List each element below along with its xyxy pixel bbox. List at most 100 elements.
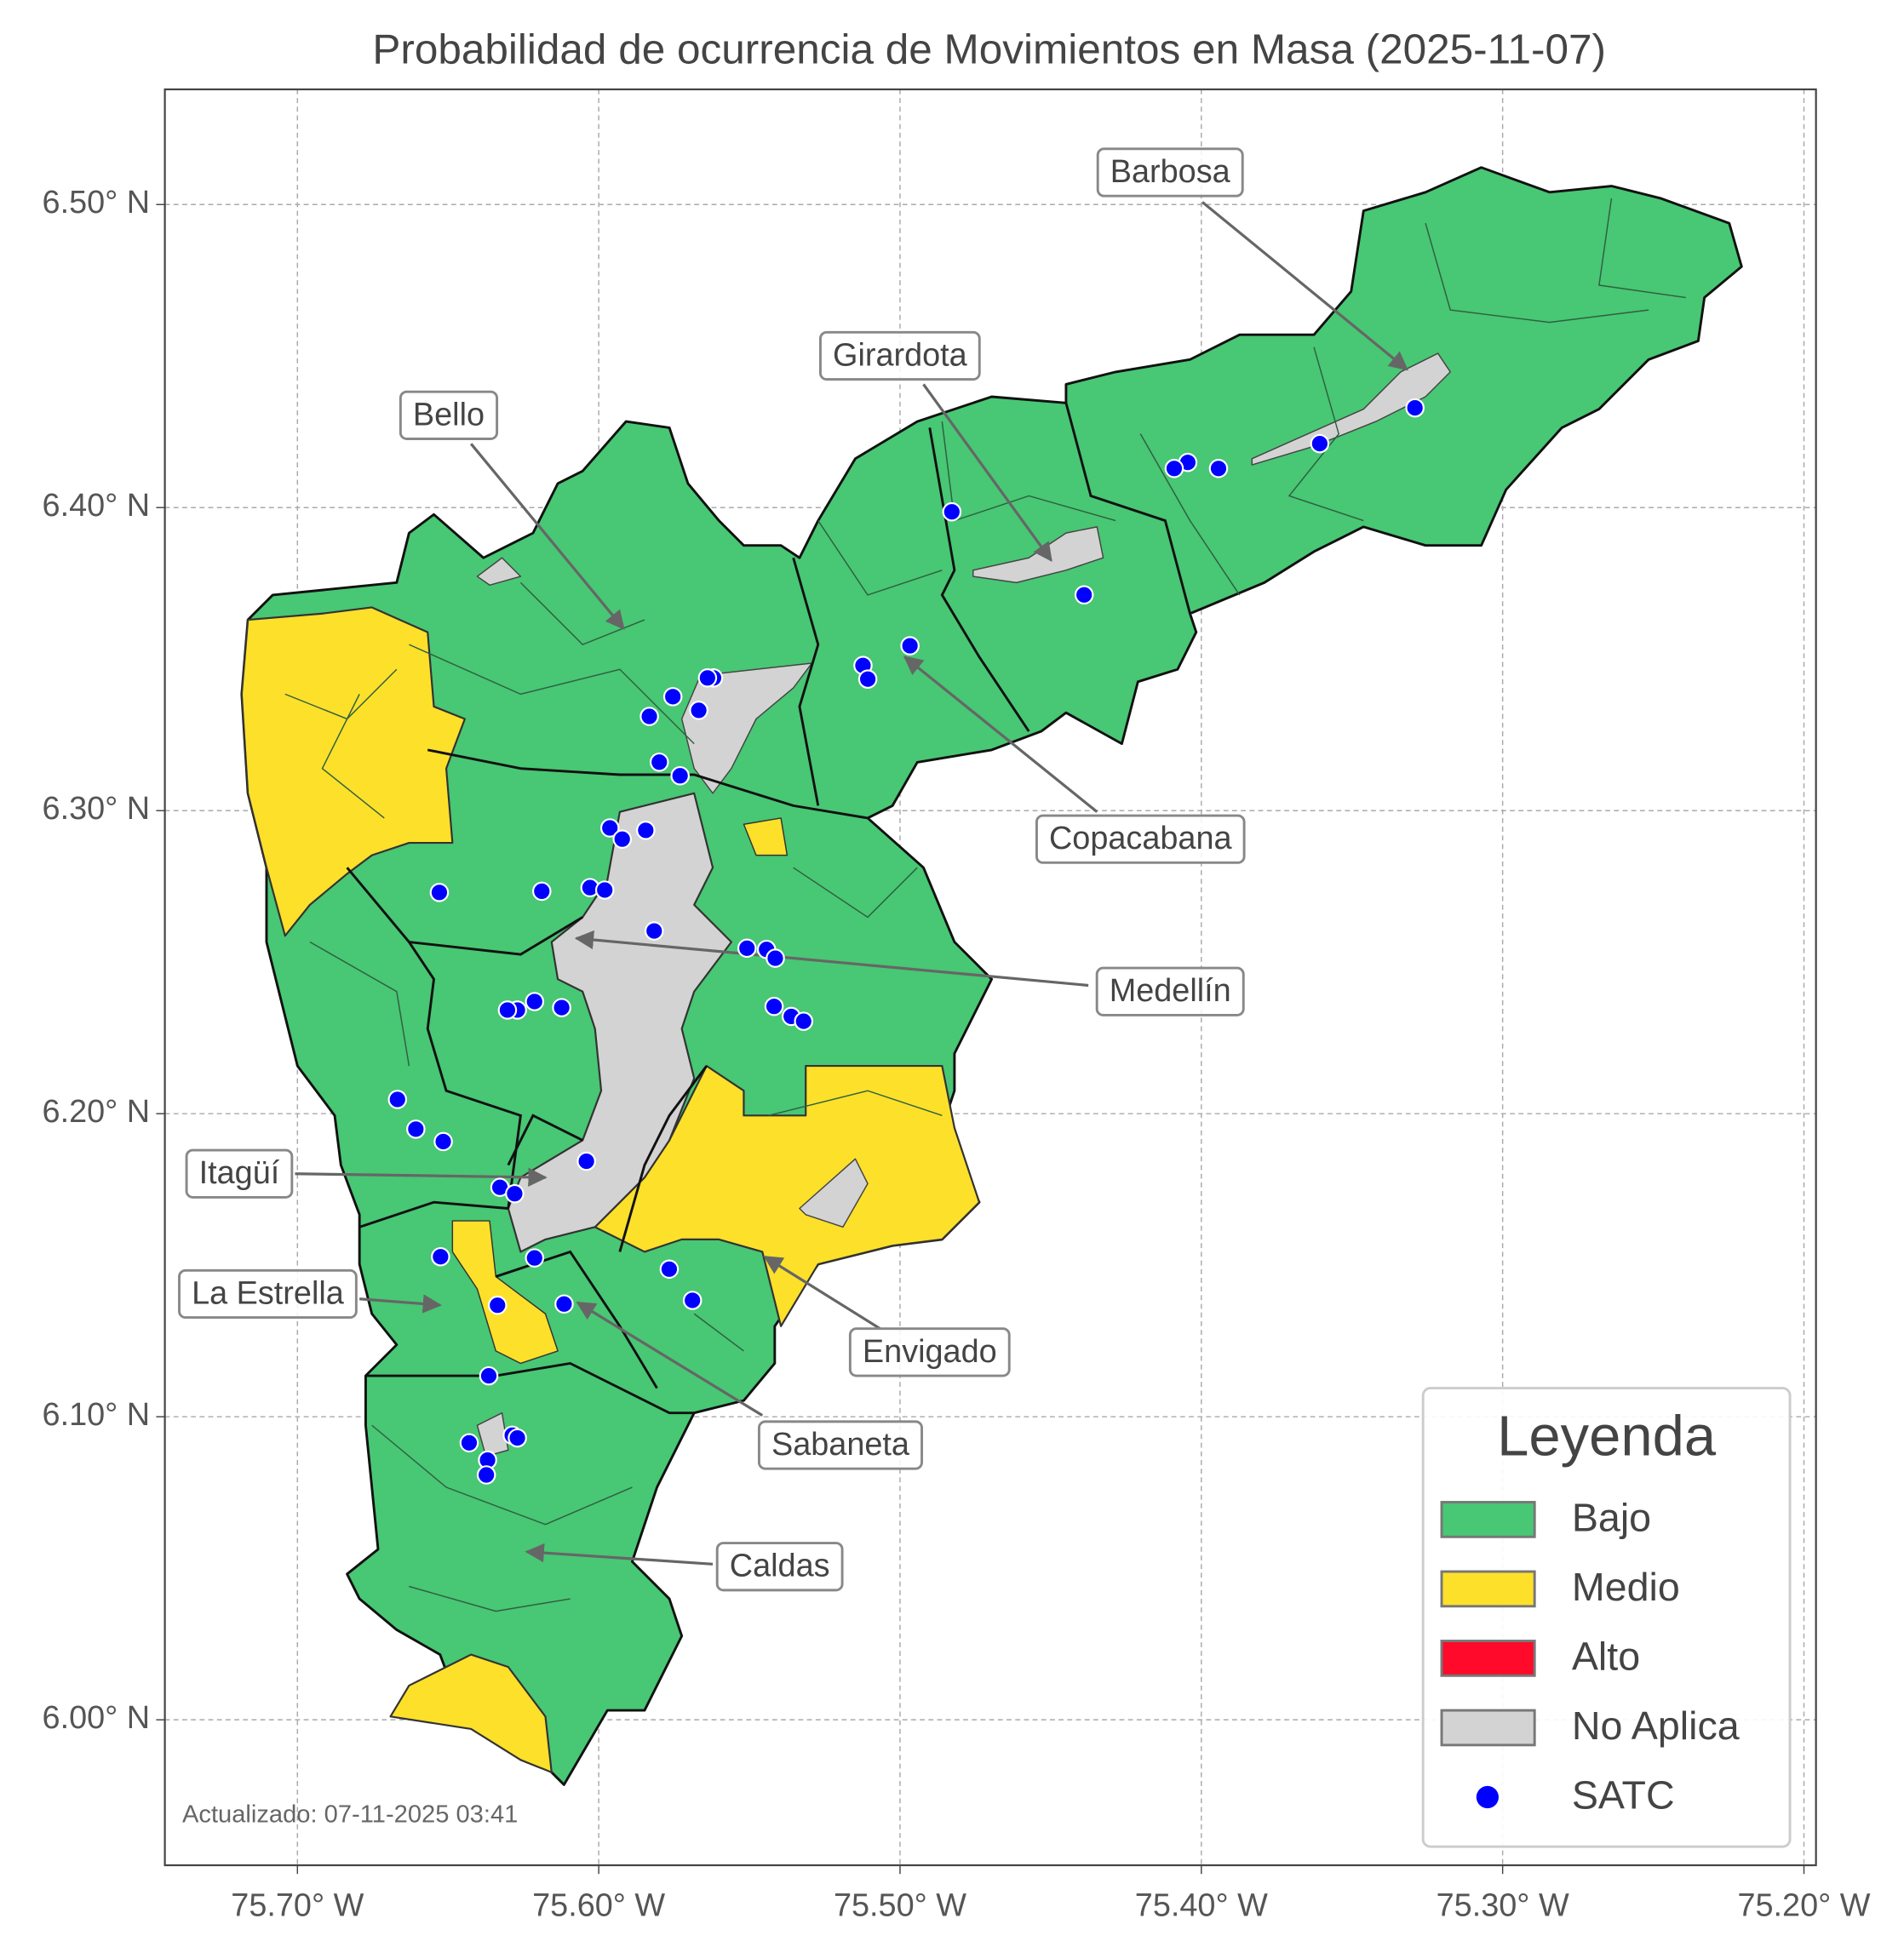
internal-boundary xyxy=(409,1585,571,1612)
satc-station xyxy=(1074,585,1094,605)
annotations: Barbosa Girardota Bello Copacabana Medellín I… xyxy=(178,147,1408,1592)
annotation-label: Bello xyxy=(413,397,485,432)
legend-swatch xyxy=(1440,1501,1536,1538)
satc-station xyxy=(670,765,690,786)
satc-station xyxy=(649,752,669,772)
y-tick-label: 6.30° N xyxy=(43,791,151,827)
annotation-box xyxy=(178,1268,358,1320)
internal-boundary xyxy=(1287,346,1364,522)
annotation-label: Medellín xyxy=(1110,973,1231,1009)
annotation-label: Girardota xyxy=(833,337,968,373)
legend-swatch xyxy=(1440,1709,1536,1747)
annotation-label: La Estrella xyxy=(192,1275,345,1311)
annotation-arrow xyxy=(903,656,1098,813)
legend: Leyenda Bajo Medio Alto No Aplica SATC xyxy=(1421,1387,1792,1848)
municipal-boundary xyxy=(507,1114,583,1166)
satc-station xyxy=(636,821,656,840)
legend-label: Bajo xyxy=(1572,1496,1651,1540)
x-tick-label: 75.50° W xyxy=(834,1888,966,1924)
legend-title: Leyenda xyxy=(1497,1404,1717,1468)
x-tick-label: 75.40° W xyxy=(1135,1888,1268,1924)
internal-boundary xyxy=(284,668,398,720)
no-aplica-region xyxy=(799,1158,869,1228)
annotation-box xyxy=(399,390,499,440)
annotation-box xyxy=(1095,966,1245,1016)
satc-station xyxy=(662,687,683,707)
annotation-arrow xyxy=(574,930,1089,988)
annotation-box xyxy=(1035,814,1246,864)
no-aplica-region xyxy=(476,1411,509,1457)
internal-boundary xyxy=(793,867,918,919)
satc-station xyxy=(639,707,659,726)
annotation-label: Barbosa xyxy=(1110,154,1231,190)
internal-boundary xyxy=(1598,198,1686,299)
satc-station xyxy=(505,1183,525,1204)
internal-boundary xyxy=(371,1424,633,1526)
footnote: Actualizado: 07-11-2025 03:41 xyxy=(182,1801,518,1828)
satc-station xyxy=(525,992,545,1011)
medio-region xyxy=(594,1064,981,1327)
medio-region xyxy=(389,1653,553,1773)
annotation-box xyxy=(757,1420,923,1470)
satc-station xyxy=(659,1259,680,1280)
satc-station xyxy=(487,1295,508,1315)
map-title: Probabilidad de ocurrencia de Movimiento… xyxy=(372,26,1606,72)
annotation-arrow xyxy=(763,1255,881,1331)
satc-station xyxy=(479,1366,499,1386)
satc-station xyxy=(433,1131,453,1152)
satc-station xyxy=(476,1465,496,1485)
municipal-boundary xyxy=(792,557,820,806)
annotation-label: Copacabana xyxy=(1049,821,1232,856)
no-aplica-region xyxy=(476,557,522,586)
satc-station xyxy=(459,1433,479,1453)
legend-label: Alto xyxy=(1572,1635,1640,1679)
annotation-arrow xyxy=(469,443,625,630)
x-tick-label: 75.30° W xyxy=(1437,1888,1569,1924)
satc-station xyxy=(1405,398,1425,418)
legend-marker xyxy=(1476,1785,1499,1809)
annotation-box xyxy=(185,1148,294,1199)
satc-station xyxy=(429,883,450,902)
x-tick-label: 75.20° W xyxy=(1737,1888,1870,1924)
satc-station xyxy=(1164,459,1184,478)
satc-station xyxy=(531,881,552,902)
satc-station xyxy=(508,1428,527,1448)
satc-station xyxy=(599,818,620,838)
satc-station xyxy=(552,998,571,1017)
municipal-boundary xyxy=(618,1065,708,1252)
legend-swatch xyxy=(1440,1640,1536,1677)
internal-boundary xyxy=(817,520,943,596)
x-tick-label: 75.60° W xyxy=(532,1888,665,1924)
satc-station xyxy=(554,1294,574,1314)
internal-boundary xyxy=(1139,433,1241,596)
annotation-box xyxy=(1096,147,1244,198)
no-aplica-region xyxy=(507,792,732,1253)
satc-station xyxy=(525,1248,545,1268)
annotation-arrow xyxy=(525,1543,714,1566)
no-aplica-region xyxy=(1251,352,1451,466)
y-tick-label: 6.10° N xyxy=(43,1397,151,1433)
municipal-boundary xyxy=(928,427,1030,732)
satc-station xyxy=(406,1119,426,1139)
satc-station xyxy=(431,1246,450,1267)
y-tick-label: 6.00° N xyxy=(43,1700,151,1736)
municipal-boundary xyxy=(358,1200,508,1228)
internal-boundary xyxy=(941,421,1116,522)
satc-station xyxy=(497,1000,518,1020)
satc-station xyxy=(689,701,708,720)
municipal-boundary xyxy=(427,748,869,820)
satc-station xyxy=(612,829,633,849)
annotation-box xyxy=(819,330,981,381)
medio-region xyxy=(743,817,789,856)
satc-station xyxy=(766,948,785,968)
satc-station xyxy=(1208,459,1229,478)
internal-boundary xyxy=(768,1090,943,1117)
annotation-label: Itagüí xyxy=(199,1155,280,1191)
y-tick-label: 6.20° N xyxy=(43,1094,151,1130)
y-tick-label: 6.40° N xyxy=(43,488,151,524)
satc-station xyxy=(764,996,784,1016)
satc-station xyxy=(594,880,615,900)
satc-station xyxy=(644,921,664,941)
legend-label: Medio xyxy=(1572,1565,1680,1609)
